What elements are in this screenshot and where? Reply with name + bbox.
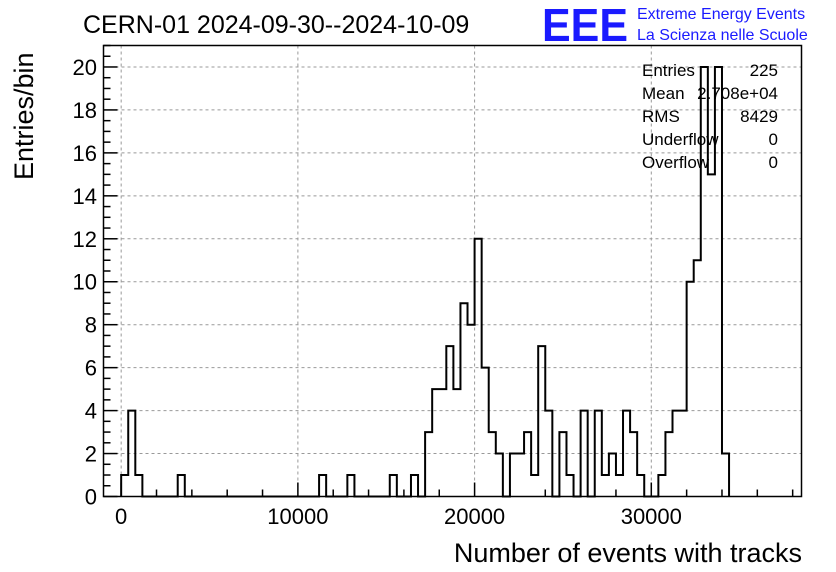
y-tick-label: 12 bbox=[73, 227, 97, 252]
axis-ticks bbox=[103, 44, 794, 498]
y-tick-label: 14 bbox=[73, 184, 97, 209]
tick-labels: 0 10000 20000 30000 0 2 4 6 8 10 12 14 16 18 20 bbox=[73, 55, 682, 529]
x-axis-title: Number of events with tracks bbox=[454, 538, 802, 568]
y-tick-label: 4 bbox=[85, 399, 97, 424]
x-tick-label: 0 bbox=[115, 504, 127, 529]
stats-value: 2.708e+04 bbox=[697, 84, 778, 103]
stats-value: 8429 bbox=[740, 107, 778, 126]
stats-value: 225 bbox=[750, 61, 778, 80]
stats-box: Entries 225 Mean 2.708e+04 RMS 8429 Underflow 0… bbox=[642, 61, 778, 172]
stats-label: Underflow bbox=[642, 130, 719, 149]
stats-label: Overflow bbox=[642, 153, 710, 172]
stats-label: Entries bbox=[642, 61, 695, 80]
chart-title: CERN-01 2024-09-30--2024-10-09 bbox=[83, 11, 469, 39]
logo-line-2: La Scienza nelle Scuole bbox=[637, 27, 808, 44]
x-tick-label: 10000 bbox=[267, 504, 328, 529]
stats-label: Mean bbox=[642, 84, 685, 103]
stats-label: RMS bbox=[642, 107, 680, 126]
y-axis-title: Entries/bin bbox=[9, 52, 39, 180]
x-tick-label: 20000 bbox=[444, 504, 505, 529]
y-tick-label: 20 bbox=[73, 55, 97, 80]
y-tick-label: 10 bbox=[73, 270, 97, 295]
stats-value: 0 bbox=[769, 130, 778, 149]
y-tick-label: 6 bbox=[85, 356, 97, 381]
y-tick-label: 18 bbox=[73, 98, 97, 123]
logo-line-1: Extreme Energy Events bbox=[637, 6, 805, 23]
y-tick-label: 0 bbox=[85, 485, 97, 510]
x-tick-label: 30000 bbox=[621, 504, 682, 529]
stats-value: 0 bbox=[769, 153, 778, 172]
y-tick-label: 16 bbox=[73, 141, 97, 166]
logo: EEE Extreme Energy Events La Scienza nel… bbox=[542, 0, 808, 51]
grid-lines bbox=[103, 45, 802, 497]
y-tick-label: 8 bbox=[85, 313, 97, 338]
logo-mark: EEE bbox=[542, 0, 628, 51]
plot-frame bbox=[102, 44, 803, 498]
y-tick-label: 2 bbox=[85, 442, 97, 467]
